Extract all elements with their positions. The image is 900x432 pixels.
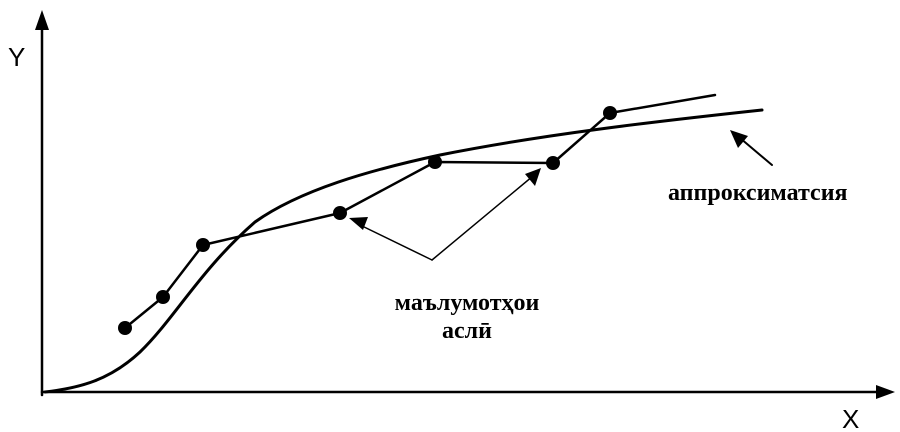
x-axis-label: X bbox=[842, 404, 859, 432]
approximation-curve bbox=[43, 108, 764, 394]
source-data-pointer-line-left bbox=[357, 223, 433, 261]
y-axis-label: Y bbox=[8, 42, 25, 72]
approximation-label: аппроксиматсия bbox=[668, 180, 848, 206]
data-point bbox=[603, 106, 617, 120]
approximation-pointer-line bbox=[739, 137, 773, 166]
data-point bbox=[428, 155, 442, 169]
data-point bbox=[333, 206, 347, 220]
data-point bbox=[156, 290, 170, 304]
source-data-pointer-arrowhead-right bbox=[525, 168, 541, 186]
x-axis-arrowhead bbox=[876, 385, 895, 399]
source-data-pointer-arrowhead-left bbox=[349, 217, 368, 230]
source-data-pointer-line-right bbox=[431, 175, 534, 261]
source-data-label-line1: маълумотҳои bbox=[395, 290, 540, 316]
approximation-pointer-arrowhead bbox=[730, 130, 748, 148]
data-point bbox=[546, 156, 560, 170]
original-data-polyline bbox=[123, 93, 717, 330]
source-data-label-line2: аслӣ bbox=[442, 318, 492, 344]
data-point bbox=[118, 321, 132, 335]
y-axis-arrowhead bbox=[35, 10, 49, 30]
data-point bbox=[196, 238, 210, 252]
